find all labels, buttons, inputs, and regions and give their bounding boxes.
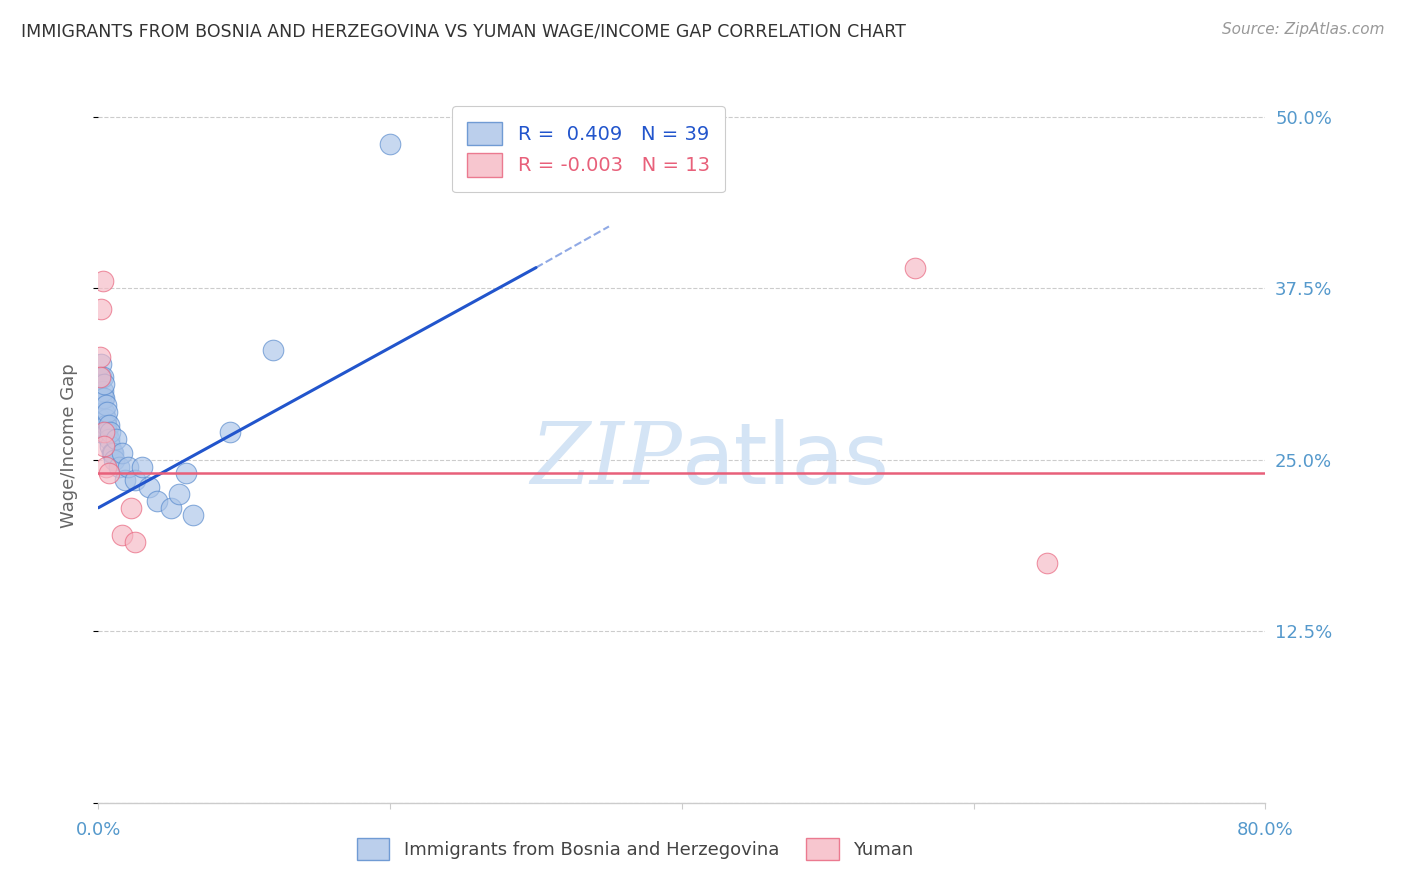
Point	[114, 473, 136, 487]
Point	[96, 425, 118, 440]
Point	[93, 391, 115, 405]
Point	[89, 350, 111, 364]
Point	[103, 452, 125, 467]
Point	[160, 500, 183, 515]
Point	[104, 432, 127, 446]
Point	[91, 370, 114, 384]
Point	[89, 411, 111, 425]
Point	[100, 446, 122, 460]
Point	[93, 425, 115, 440]
Text: Source: ZipAtlas.com: Source: ZipAtlas.com	[1222, 22, 1385, 37]
Text: ZIP: ZIP	[530, 419, 682, 501]
Point	[94, 418, 117, 433]
Point	[90, 301, 112, 316]
Point	[131, 459, 153, 474]
Legend: Immigrants from Bosnia and Herzegovina, Yuman: Immigrants from Bosnia and Herzegovina, …	[344, 825, 927, 872]
Point	[218, 425, 240, 440]
Point	[111, 446, 134, 460]
Point	[91, 274, 114, 288]
Point	[120, 500, 142, 515]
Point	[138, 480, 160, 494]
Point	[174, 467, 197, 481]
Point	[262, 343, 284, 357]
Point	[94, 459, 117, 474]
Point	[90, 357, 112, 371]
Point	[117, 459, 139, 474]
Point	[93, 439, 115, 453]
Point	[90, 370, 112, 384]
Point	[108, 459, 131, 474]
Point	[904, 260, 927, 275]
Point	[146, 494, 169, 508]
Point	[97, 467, 120, 481]
Point	[98, 439, 121, 453]
Point	[91, 391, 114, 405]
Point	[94, 398, 117, 412]
Point	[111, 528, 134, 542]
Point	[181, 508, 204, 522]
Text: IMMIGRANTS FROM BOSNIA AND HERZEGOVINA VS YUMAN WAGE/INCOME GAP CORRELATION CHAR: IMMIGRANTS FROM BOSNIA AND HERZEGOVINA V…	[21, 22, 905, 40]
Point	[89, 425, 111, 440]
Point	[97, 432, 120, 446]
Text: atlas: atlas	[682, 418, 890, 502]
Point	[124, 535, 146, 549]
Point	[96, 405, 118, 419]
Y-axis label: Wage/Income Gap: Wage/Income Gap	[59, 364, 77, 528]
Point	[98, 425, 121, 440]
Point	[1035, 556, 1057, 570]
Text: 80.0%: 80.0%	[1237, 821, 1294, 838]
Point	[93, 405, 115, 419]
Point	[97, 418, 120, 433]
Point	[90, 391, 112, 405]
Point	[91, 384, 114, 398]
Point	[93, 377, 115, 392]
Text: 0.0%: 0.0%	[76, 821, 121, 838]
Point	[101, 446, 124, 460]
Point	[94, 411, 117, 425]
Point	[124, 473, 146, 487]
Point	[378, 137, 402, 152]
Point	[167, 487, 190, 501]
Point	[89, 370, 111, 384]
